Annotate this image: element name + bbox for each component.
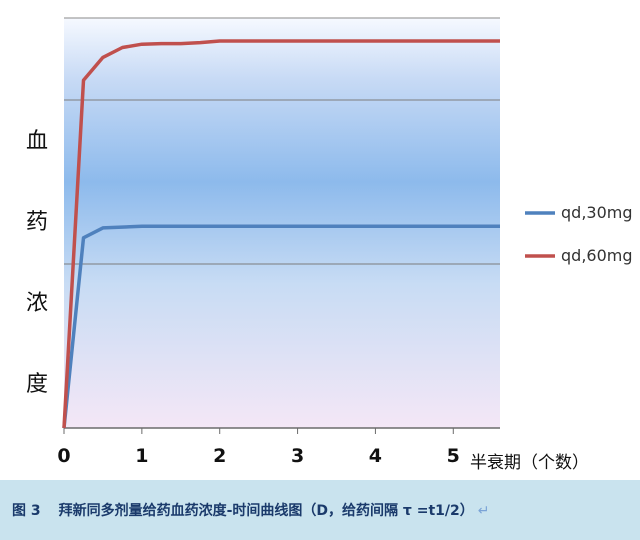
x-tick-label-0: 0 (57, 445, 70, 467)
y-label-char-3: 度 (26, 372, 48, 397)
legend: qd,30mg qd,60mg (525, 203, 633, 265)
y-label-char-1: 药 (26, 210, 48, 235)
gridlines (64, 99, 500, 265)
x-tick-label-1: 1 (135, 445, 148, 467)
caption-title: 拜新同多剂量给药血药浓度-时间曲线图（D，给药间隔 τ =t1/2） (58, 503, 474, 519)
x-tick-label-3: 3 (291, 445, 304, 467)
series-line-0 (62, 224, 500, 429)
legend-label-1: qd,60mg (561, 246, 633, 265)
enter-mark: ↵ (477, 503, 490, 519)
series-layer (62, 39, 500, 429)
figure-number: 图 3 (12, 503, 41, 519)
caption-text: 拜新同多剂量给药血药浓度-时间曲线图（D，给药间隔 τ =t1/2） ↵ (59, 500, 490, 520)
figure-caption: 图 3 拜新同多剂量给药血药浓度-时间曲线图（D，给药间隔 τ =t1/2） ↵ (0, 480, 640, 540)
x-tick-label-2: 2 (213, 445, 226, 467)
y-label-char-0: 血 (26, 129, 48, 154)
x-tick-label-4: 4 (369, 445, 382, 467)
x-axis-label: 半衰期（个数） (470, 453, 589, 473)
y-label-char-2: 浓 (26, 291, 48, 316)
x-tick-label-5: 5 (447, 445, 460, 467)
y-axis-label: 血药浓度 (26, 129, 48, 397)
plot-background (64, 18, 500, 428)
x-axis-ticks: 0 1 2 3 4 5 (57, 428, 460, 467)
concentration-time-chart: 0 1 2 3 4 5 血药浓度 半衰期（个数） qd,30mg qd,60mg (26, 17, 633, 473)
series-line-1 (62, 39, 500, 429)
legend-label-0: qd,30mg (561, 203, 633, 222)
